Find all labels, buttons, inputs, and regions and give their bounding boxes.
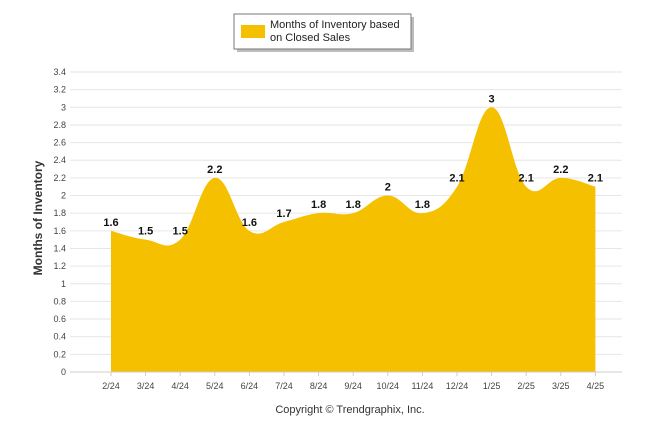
x-axis-ticks: 2/24 3/24 4/24 5/24 6/24 7/24 8/24 9/24 10/24 11/… — [102, 372, 604, 391]
y-tick-label: 3.2 — [53, 85, 66, 95]
y-tick-label: 0.4 — [53, 332, 66, 342]
x-tick-label: 4/25 — [587, 381, 605, 391]
x-tick-label: 11/24 — [411, 381, 433, 391]
legend-swatch — [241, 25, 265, 38]
y-tick-label: 1.8 — [53, 208, 66, 218]
data-label: 2 — [385, 182, 391, 194]
y-tick-label: 3 — [61, 102, 66, 112]
y-tick-label: 0.2 — [53, 349, 66, 359]
data-label: 2.1 — [588, 173, 603, 185]
data-label: 1.6 — [103, 217, 118, 229]
y-tick-label: 0.6 — [53, 314, 66, 324]
data-area-series — [111, 107, 596, 372]
data-labels: 1.6 1.5 1.5 2.2 1.6 1.7 1.8 1.8 2 1.8 2.1 3 2.1 2.2 2.… — [103, 93, 603, 237]
data-label: 2.1 — [449, 173, 464, 185]
x-tick-label: 2/25 — [517, 381, 535, 391]
y-tick-label: 2.4 — [53, 155, 66, 165]
y-tick-label: 2.2 — [53, 173, 66, 183]
data-label: 1.8 — [346, 199, 361, 211]
x-tick-label: 5/24 — [206, 381, 224, 391]
y-axis-title: Months of Inventory — [31, 160, 45, 275]
legend-label-line1: Months of Inventory based — [270, 19, 400, 31]
y-axis-ticks: 0 0.2 0.4 0.6 0.8 1 1.2 1.4 1.6 1.8 2 2.2 2.4 2.6 2.8 3… — [53, 67, 66, 377]
x-tick-label: 3/25 — [552, 381, 570, 391]
x-tick-label: 12/24 — [446, 381, 469, 391]
data-label: 1.7 — [276, 208, 291, 220]
x-tick-label: 1/25 — [483, 381, 501, 391]
data-label: 2.2 — [553, 164, 568, 176]
y-tick-label: 1.6 — [53, 226, 66, 236]
data-label: 1.6 — [242, 217, 257, 229]
y-tick-label: 1 — [61, 279, 66, 289]
y-tick-label: 1.4 — [53, 243, 66, 253]
y-tick-label: 0.8 — [53, 296, 66, 306]
x-tick-label: 10/24 — [377, 381, 400, 391]
data-label: 2.1 — [519, 173, 534, 185]
y-tick-label: 2.8 — [53, 120, 66, 130]
data-label: 1.5 — [138, 226, 153, 238]
legend-label-line2: on Closed Sales — [270, 32, 351, 44]
data-label: 3 — [489, 93, 495, 105]
x-tick-label: 3/24 — [137, 381, 155, 391]
legend: Months of Inventory based on Closed Sale… — [233, 13, 414, 52]
y-tick-label: 0 — [61, 367, 66, 377]
data-label: 1.5 — [173, 226, 188, 238]
data-label: 1.8 — [311, 199, 326, 211]
y-tick-label: 2 — [61, 191, 66, 201]
copyright-text: Copyright © Trendgraphix, Inc. — [275, 404, 424, 416]
x-tick-label: 6/24 — [241, 381, 259, 391]
data-label: 2.2 — [207, 164, 222, 176]
x-tick-label: 7/24 — [275, 381, 293, 391]
x-tick-label: 9/24 — [344, 381, 362, 391]
y-tick-label: 2.6 — [53, 138, 66, 148]
y-tick-label: 1.2 — [53, 261, 66, 271]
x-tick-label: 4/24 — [171, 381, 189, 391]
x-tick-label: 8/24 — [310, 381, 328, 391]
data-label: 1.8 — [415, 199, 430, 211]
x-tick-label: 2/24 — [102, 381, 120, 391]
y-tick-label: 3.4 — [53, 67, 66, 77]
